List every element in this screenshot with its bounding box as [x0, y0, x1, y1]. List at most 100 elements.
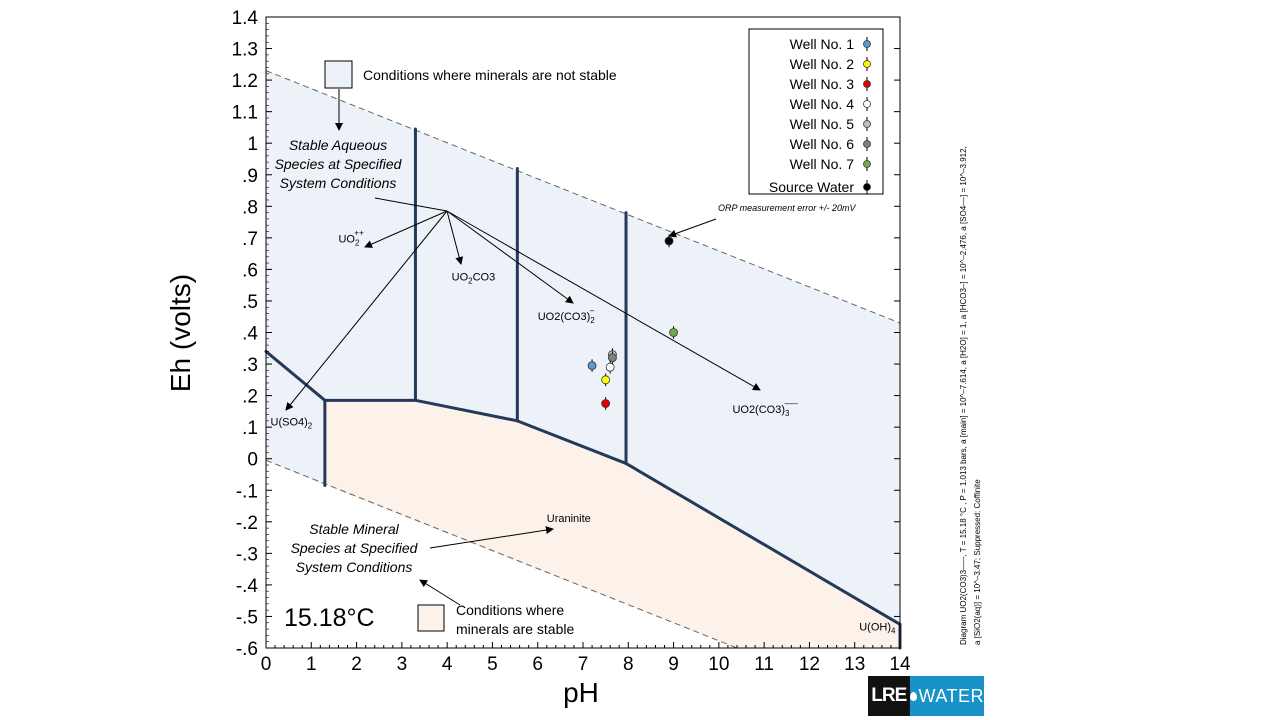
legend: Well No. 1 Well No. 2 Well No. 3 Well No. 4…	[748, 28, 884, 195]
species-label-uo2co33: UO2(CO3)3–––	[732, 399, 798, 418]
legend-label-2: Well No. 3	[790, 76, 855, 92]
temperature-label: 15.18°C	[284, 604, 375, 632]
x-tick-label: 1	[306, 654, 317, 675]
species-label-uo2: UO2++	[338, 229, 364, 248]
aqueous-line3: System Conditions	[280, 175, 397, 191]
data-point-6	[669, 328, 678, 337]
y-tick-label: .2	[242, 387, 258, 408]
x-tick-label: 4	[442, 654, 453, 675]
aqueous-stability-field	[266, 70, 900, 625]
aqueous-line1: Stable Aqueous	[289, 137, 387, 153]
x-tick-label: 7	[578, 654, 589, 675]
species-sub: 2	[468, 276, 473, 285]
legend-box	[748, 28, 884, 195]
species-sub: 3	[785, 409, 790, 418]
legend-label-6: Well No. 7	[790, 156, 855, 172]
legend-marker-1	[863, 60, 871, 68]
arrow-to-uo2co3	[446, 210, 464, 265]
y-tick-label: -.3	[236, 544, 258, 565]
side-note: Diagram UO2(CO3)3–––, T = 15.18 °C , P =…	[959, 146, 982, 645]
y-tick-label: -.5	[236, 607, 258, 628]
mineral-stability-field	[324, 400, 900, 648]
species-label-uoh: U(OH)4	[859, 622, 896, 636]
logo-water-text: WATER	[918, 685, 984, 706]
species-sub: 2	[308, 422, 313, 431]
side-note-line2: a [SiO2(aq)] = 10^–3.47; Suppressed: Cof…	[973, 479, 982, 645]
orp-note: ORP measurement error +/- 20mV	[718, 203, 856, 213]
species-main: UO2(CO3)	[538, 311, 591, 323]
legend-marker-5	[863, 140, 871, 148]
y-tick-label: .5	[242, 292, 258, 313]
legend-label-0: Well No. 1	[790, 36, 855, 52]
y-tick-label: 1.2	[232, 71, 258, 92]
arrow-orp	[668, 218, 717, 238]
species-sup: –––	[784, 399, 798, 408]
aqueous-annotation: Stable Aqueous Species at Specified Syst…	[275, 137, 403, 191]
x-tick-label: 5	[487, 654, 498, 675]
species-main: UO	[338, 234, 355, 246]
x-tick-label: 10	[708, 654, 729, 675]
x-tick-label: 2	[351, 654, 362, 675]
x-tick-label: 9	[668, 654, 679, 675]
y-tick-label: .4	[242, 324, 258, 345]
data-point-3	[605, 362, 615, 372]
species-sup: ++	[354, 229, 364, 238]
stable-label-line1: Conditions where	[456, 602, 564, 618]
side-note-line1: Diagram UO2(CO3)3–––, T = 15.18 °C , P =…	[959, 146, 968, 645]
species-labels: UO2++UO2CO3UO2(CO3)2–UO2(CO3)3–––U(SO4)2…	[271, 229, 896, 636]
legend-marker-4	[863, 120, 871, 128]
species-main: Uraninite	[547, 513, 591, 525]
y-tick-label: 1.4	[232, 8, 259, 29]
arrow-to-uo2co33	[446, 210, 761, 391]
data-point-7	[664, 236, 674, 246]
species-label-uo2co32: UO2(CO3)2–	[538, 306, 596, 325]
species-label-uso42: U(SO4)2	[271, 417, 313, 431]
x-tick-label: 14	[889, 654, 911, 675]
x-tick-label: 6	[532, 654, 543, 675]
species-main: UO	[452, 271, 469, 283]
arrow-to-lower-line	[419, 579, 461, 606]
x-axis-label: pH	[563, 677, 599, 708]
y-tick-label: 1	[247, 134, 258, 155]
legend-label-4: Well No. 5	[790, 116, 855, 132]
field-boundary-0	[264, 349, 327, 402]
y-tick-label: 0	[247, 450, 258, 471]
species-label-uraninite: Uraninite	[547, 513, 591, 525]
y-tick-label: .6	[242, 260, 258, 281]
data-point-0	[587, 361, 597, 371]
x-tick-label: 13	[844, 654, 865, 675]
species-sub: 4	[891, 627, 896, 636]
legend-marker-3	[863, 100, 871, 108]
arrow-to-uo2	[364, 210, 448, 248]
y-tick-label: .3	[242, 355, 258, 376]
y-tick-label: .9	[242, 166, 258, 187]
arrow-to-uo2co32	[446, 210, 574, 304]
species-sub: 2	[355, 239, 360, 248]
y-tick-label: -.6	[236, 639, 258, 660]
data-points	[587, 234, 678, 410]
mineral-line2: Species at Specified	[291, 540, 419, 556]
x-tick-label: 3	[397, 654, 408, 675]
mineral-line3: System Conditions	[296, 559, 413, 575]
x-tick-label: 8	[623, 654, 634, 675]
lre-water-logo: LRE WATER	[868, 676, 984, 716]
field-boundary-8	[624, 461, 902, 626]
x-tick-label: 0	[261, 654, 272, 675]
legend-label-7: Source Water	[769, 179, 854, 195]
species-sup: –	[590, 306, 595, 315]
y-tick-label: -.4	[236, 576, 259, 597]
stability-fields	[266, 70, 900, 648]
stable-swatch	[417, 604, 445, 632]
y-tick-label: .1	[242, 418, 258, 439]
logo-lre: LRE	[868, 676, 910, 716]
water-drop-icon	[909, 691, 917, 701]
y-tick-label: -.1	[236, 481, 258, 502]
species-sub: 2	[590, 316, 595, 325]
species-rest: CO3	[473, 271, 496, 283]
legend-marker-0	[863, 40, 871, 48]
y-axis-ticks: 1.4 1.3 1.2 1.1 1 .9 .8 .7 .6 .5 .4 .3 .2 .1 0 -.1 -.2 -.…	[232, 8, 900, 660]
species-label-uo2co3: UO2CO3	[452, 271, 496, 285]
data-point-2	[601, 399, 611, 408]
not-stable-label: Conditions where minerals are not stable	[363, 67, 617, 83]
